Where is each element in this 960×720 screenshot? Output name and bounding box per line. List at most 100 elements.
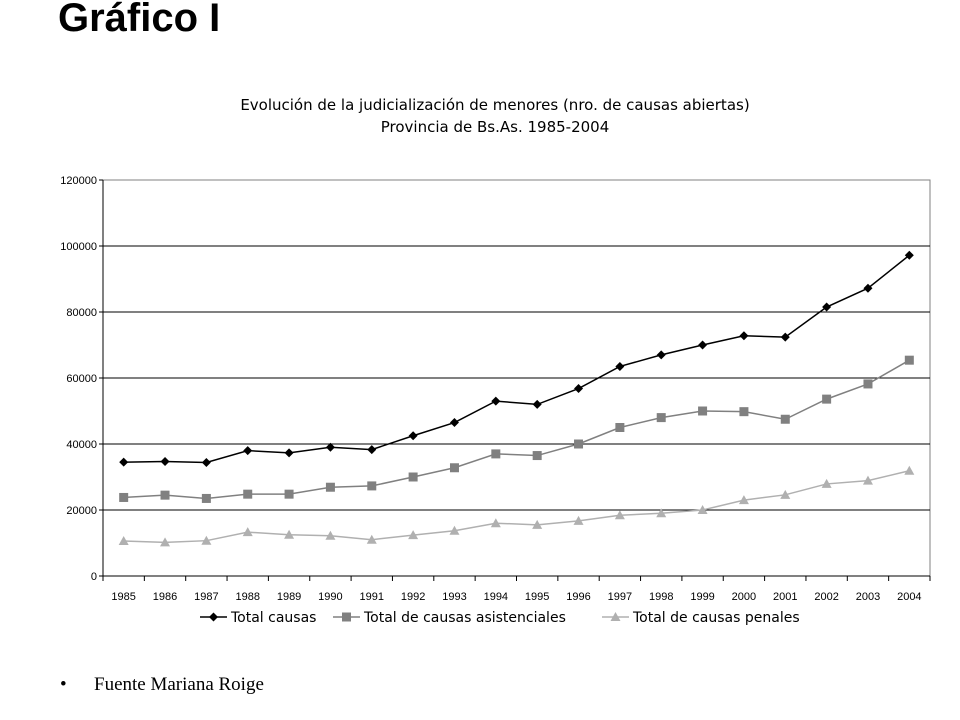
marker-triangle [904,465,915,475]
marker-triangle [160,537,171,547]
series-3 [118,465,915,547]
marker-diamond [822,302,832,312]
marker-diamond [160,456,170,466]
marker-diamond [656,350,666,360]
axes: 0 20000 40000 60000 80000 100000 120000 1985 198… [60,175,931,603]
x-tick-label: 2002 [814,591,838,603]
series-2 [119,355,914,503]
series-line [123,359,910,500]
marker-square [160,490,170,500]
page-title: Gráfico I [58,0,221,40]
marker-square [532,451,542,461]
marker-square [904,355,914,365]
marker-diamond [284,448,294,458]
legend-label: Total de causas penales [632,610,800,626]
marker-triangle [697,505,708,514]
marker-diamond [532,399,542,409]
marker-diamond [863,283,873,293]
marker-diamond [201,457,211,467]
marker-square [367,481,377,491]
marker-triangle [490,518,501,528]
y-tick-label: 60000 [66,373,97,385]
marker-square [574,439,584,449]
legend: Total causas Total de causas asistenciale… [200,610,800,626]
series-1 [119,250,914,467]
marker-triangle [656,508,667,518]
marker-diamond [119,457,129,467]
marker-diamond [739,331,749,341]
marker-diamond [574,384,584,394]
series-line [123,470,910,544]
marker-triangle [738,495,749,505]
bullet: • [60,674,67,695]
marker-diamond [367,445,377,455]
marker-square [615,423,625,432]
gridlines [103,245,930,511]
y-tick-label: 80000 [66,307,97,319]
marker-diamond [449,418,459,428]
legend-item-1: Total causas [200,610,316,626]
marker-triangle [614,510,625,520]
marker-diamond [615,361,625,371]
marker-triangle [449,525,460,535]
chart-title: Evolución de la judicialización de menor… [240,96,749,114]
x-tick-label: 1986 [153,591,177,603]
y-tick-label: 100000 [60,241,97,253]
footer-source: • Fuente Mariana Roige [60,674,264,696]
x-tick-label: 1990 [318,591,342,603]
marker-triangle [118,536,129,546]
marker-square [780,414,790,424]
marker-square [201,493,211,503]
marker-square [284,489,294,499]
x-tick-label: 1992 [401,591,425,603]
marker-square [739,407,749,417]
x-tick-label: 2001 [773,591,797,603]
x-tick-label: 1999 [690,591,714,603]
x-tick-label: 1987 [194,591,218,603]
footer-text: Fuente Mariana Roige [94,674,264,695]
marker-diamond [491,396,501,406]
marker-square [698,406,708,416]
x-tick-label: 1996 [566,591,590,603]
marker-square [822,394,832,404]
x-tick-label: 2003 [856,591,880,603]
marker-triangle [408,530,419,540]
legend-item-2: Total de causas asistenciales [333,610,566,626]
series-group [118,250,915,547]
marker-triangle [862,475,873,485]
marker-square [325,482,335,492]
marker-triangle [532,519,543,529]
marker-square [863,379,873,389]
marker-diamond [408,431,418,441]
marker-triangle [366,534,377,544]
marker-square [449,463,459,473]
x-tick-label: 1994 [484,591,508,603]
x-tick-label: 2000 [732,591,756,603]
marker-square [243,489,253,499]
marker-diamond [698,340,708,350]
marker-triangle [610,612,621,621]
legend-item-3: Total de causas penales [602,610,800,626]
y-tick-label: 0 [91,571,97,583]
x-tick-label: 2004 [897,591,921,603]
x-tick-label: 1985 [111,591,135,603]
marker-diamond [325,442,335,452]
marker-triangle [821,478,832,488]
marker-square [656,413,666,423]
marker-square [491,449,501,459]
marker-diamond [209,612,218,622]
legend-label: Total de causas asistenciales [363,610,566,626]
x-tick-label: 1997 [608,591,632,603]
marker-square [408,472,418,482]
x-tick-label: 1989 [277,591,301,603]
series-line [123,254,910,464]
marker-triangle [780,489,791,499]
marker-square [119,492,129,502]
y-tick-label: 40000 [66,439,97,451]
marker-triangle [201,535,212,545]
x-tick-label: 1993 [442,591,466,603]
x-tick-label: 1988 [235,591,259,603]
x-tick-label: 1998 [649,591,673,603]
marker-triangle [284,529,295,539]
